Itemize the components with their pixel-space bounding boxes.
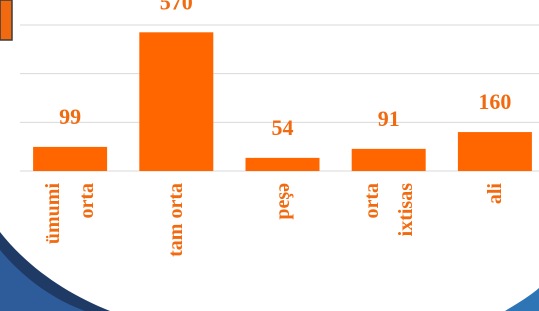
- data-label: 570: [160, 0, 193, 14]
- bar: [139, 32, 213, 171]
- bar: [458, 132, 532, 171]
- x-tick-label: tam orta: [159, 183, 193, 311]
- bar: [33, 147, 107, 171]
- x-tick-label: ümumi orta: [36, 183, 104, 311]
- data-label: 99: [59, 104, 81, 129]
- x-tick-label: peşə: [266, 183, 300, 311]
- data-label: 54: [272, 115, 294, 140]
- bar: [352, 149, 426, 171]
- data-label: 160: [478, 89, 511, 114]
- x-tick-label: orta ixtisas: [355, 183, 423, 311]
- x-tick-label: ali: [478, 183, 512, 311]
- slide: 99 570 54 91 160 ümumi orta tam orta peşə orta …: [0, 0, 539, 311]
- decoration: [0, 0, 12, 40]
- data-label: 91: [378, 106, 400, 131]
- bar: [246, 158, 320, 171]
